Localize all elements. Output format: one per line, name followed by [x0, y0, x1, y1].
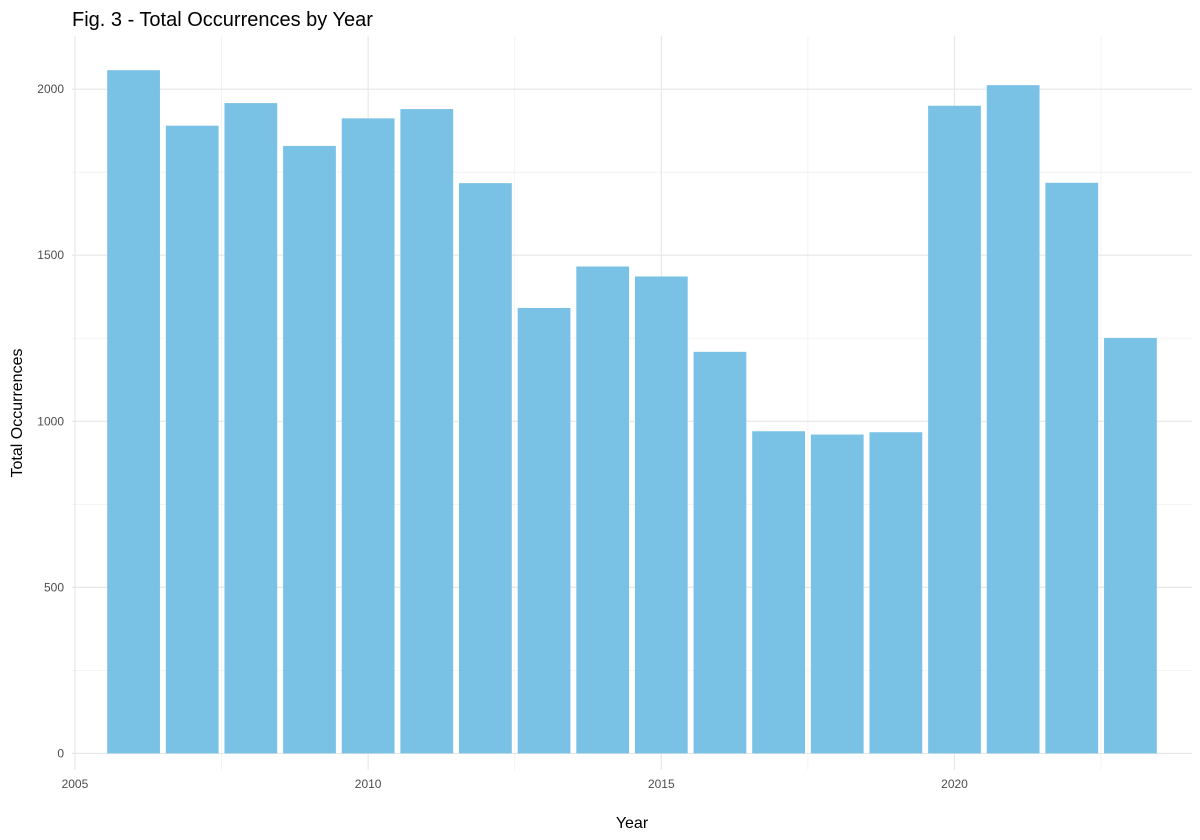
bar-2023: [1104, 337, 1157, 754]
bar-2019: [869, 432, 923, 754]
bar-2018: [810, 434, 864, 754]
x-tick-label-2015: 2015: [648, 777, 675, 791]
bar-2009: [283, 145, 336, 754]
y-tick-label-2000: 2000: [37, 82, 64, 96]
bar-2017: [752, 431, 805, 754]
y-axis-ticks: 0 500 1000 1500 2000: [37, 82, 64, 760]
x-tick-label-2020: 2020: [941, 777, 968, 791]
chart-title: Fig. 3 - Total Occurrences by Year: [72, 9, 373, 31]
bar-2011: [400, 109, 454, 754]
bar-2022: [1045, 182, 1099, 754]
y-tick-label-1000: 1000: [37, 414, 64, 428]
bar-2015: [634, 276, 688, 754]
x-axis-ticks: 2005 2010 2015 2020: [62, 777, 969, 791]
bar-2016: [693, 351, 747, 754]
bar-2006: [107, 70, 160, 754]
y-axis-title: Total Occurrences: [9, 349, 26, 478]
y-tick-label-1500: 1500: [37, 248, 64, 262]
bar-2020: [928, 105, 981, 754]
bar-2010: [341, 118, 395, 754]
x-tick-label-2010: 2010: [355, 777, 382, 791]
bar-2007: [165, 125, 219, 754]
x-tick-label-2005: 2005: [62, 777, 89, 791]
bar-2013: [517, 308, 571, 754]
x-axis-title: Year: [616, 815, 649, 832]
bars: [107, 70, 1157, 754]
y-tick-label-500: 500: [44, 580, 64, 594]
bar-2014: [576, 266, 630, 754]
y-tick-label-0: 0: [57, 746, 64, 760]
bar-2012: [459, 183, 512, 754]
bar-2008: [224, 103, 278, 754]
bar-2021: [986, 85, 1040, 754]
